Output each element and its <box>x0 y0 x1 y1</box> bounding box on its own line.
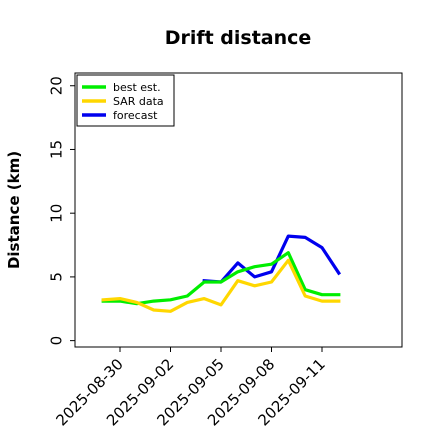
series-line-forecast <box>202 234 342 284</box>
legend-label: best est. <box>113 81 161 94</box>
y-axis-label: Distance (km) <box>5 151 23 269</box>
y-tick-label: 15 <box>47 140 65 159</box>
y-axis: 0 5 10 15 20 <box>47 76 75 345</box>
y-tick-label: 10 <box>47 204 65 223</box>
y-tick-label: 20 <box>47 76 65 95</box>
y-tick-label: 0 <box>47 336 65 346</box>
y-tick-label: 5 <box>47 272 65 282</box>
series-line-sar-data <box>101 258 341 313</box>
plot-area <box>74 72 403 348</box>
chart-title: Drift distance <box>165 27 312 49</box>
series-line-best-est <box>101 251 341 306</box>
x-axis: 2025-08-302025-09-022025-09-052025-09-08… <box>52 347 329 429</box>
legend-label: forecast <box>113 109 158 122</box>
series-layer <box>101 234 342 313</box>
legend-label: SAR data <box>113 95 164 108</box>
